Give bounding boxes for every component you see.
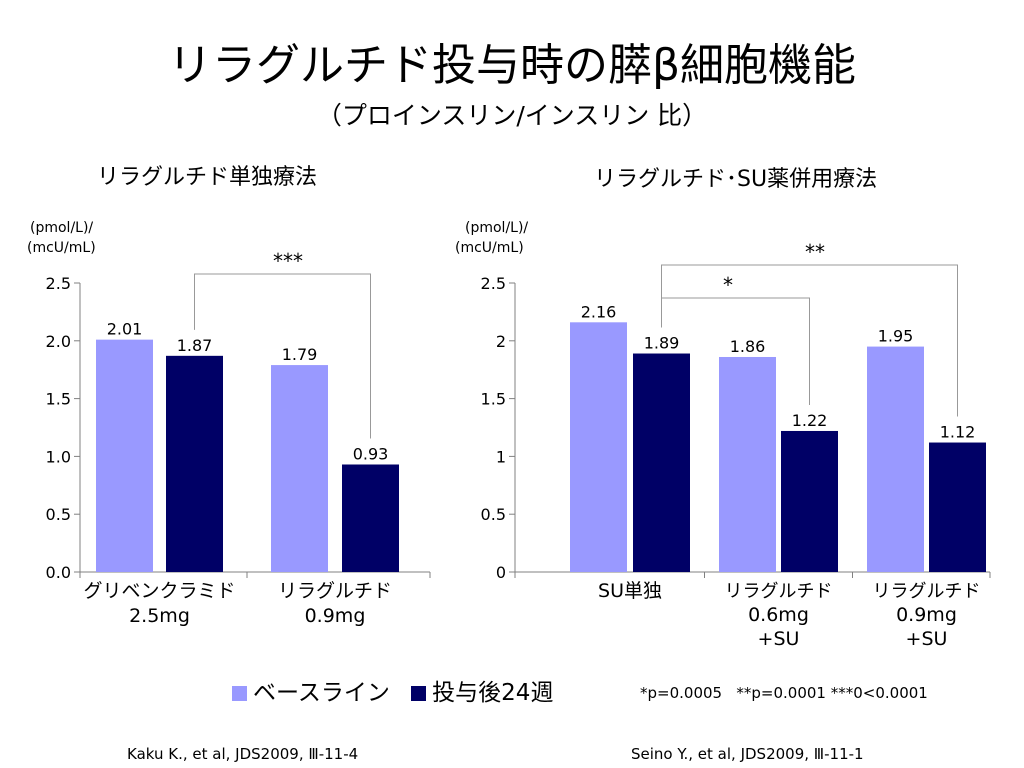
chart-2-bar (570, 322, 627, 572)
legend-swatch-baseline (232, 685, 247, 701)
chart-2-data-label: 1.86 (730, 337, 766, 356)
chart-2-y-tick-label: 1.5 (481, 390, 506, 409)
reference-2: Seino Y., et al, JDS2009, Ⅲ-11-1 (631, 745, 864, 763)
chart-2-significance-label: * (723, 273, 733, 297)
chart-2-ylabel-line1: (pmol/L)/ (465, 220, 528, 236)
chart-2-data-label: 2.16 (581, 302, 617, 321)
chart-2-data-label: 1.95 (878, 327, 914, 346)
chart-1-significance-label: *** (273, 249, 303, 273)
p-value-note: *p=0.0005 **p=0.0001 ***0<0.0001 (640, 684, 928, 702)
chart-2-data-label: 1.22 (792, 411, 828, 430)
chart-2-category-label: リラグルチド (725, 581, 833, 602)
chart-2-data-label: 1.89 (644, 334, 680, 353)
chart-1-bar (342, 464, 399, 572)
chart-1-bar (96, 339, 153, 572)
chart-2-bar (633, 353, 690, 572)
chart-1-bar (166, 355, 223, 572)
legend-item-baseline: ベースライン (232, 678, 390, 708)
page-title: リラグルチド投与時の膵β細胞機能 (167, 40, 857, 91)
chart-2-y-tick-label: 0.5 (481, 505, 506, 524)
page-subtitle: （プロインスリン/インスリン 比） (316, 101, 708, 130)
chart-1-data-label: 1.79 (282, 345, 318, 364)
chart-1-y-tick-label: 0.5 (46, 505, 71, 524)
chart-2-bar (781, 430, 838, 572)
legend-label-baseline: ベースライン (253, 680, 390, 706)
chart-1-significance-bracket (194, 273, 371, 439)
chart-1-y-tick-label: 0.0 (46, 563, 71, 582)
chart-2-y-tick-label: 2.5 (481, 274, 506, 293)
chart-1-ylabel-line2: (mcU/mL) (27, 240, 96, 256)
chart-2-category-label: +SU (906, 628, 948, 650)
chart-2-category-label: +SU (758, 628, 800, 650)
chart-1-y-tick-label: 1.0 (46, 447, 71, 466)
chart-1-bar (271, 365, 328, 572)
chart-2-bar (929, 442, 986, 572)
legend-item-week24: 投与後24週 (411, 678, 553, 708)
chart-2-category-label: リラグルチド (873, 581, 981, 602)
chart-1-y-tick-label: 1.5 (46, 390, 71, 409)
chart-2-category-label: SU単独 (598, 580, 662, 602)
reference-1: Kaku K., et al, JDS2009, Ⅲ-11-4 (127, 745, 359, 763)
chart-1-category-label: グリベンクラミド (83, 580, 235, 602)
chart-1-data-label: 1.87 (177, 336, 213, 355)
chart-2-significance-bracket (661, 264, 958, 417)
chart-2-title: リラグルチド･SU薬併用療法 (594, 167, 878, 192)
chart-1-category-label: 0.9mg (305, 605, 366, 627)
chart-2-category-label: 0.6mg (748, 604, 809, 626)
legend-swatch-week24 (411, 685, 427, 701)
chart-1-category-label: 2.5mg (129, 605, 190, 627)
chart-1-y-tick-label: 2.0 (46, 332, 71, 351)
chart-2-bar (719, 356, 776, 572)
legend: ベースライン 投与後24週 (232, 678, 567, 709)
chart-1-category-label: リラグルチド (278, 580, 392, 602)
chart-2-y-tick-label: 1 (496, 447, 506, 466)
chart-2-category-label: 0.9mg (896, 604, 957, 626)
chart-2-data-label: 1.12 (940, 423, 976, 442)
chart-2-ylabel-line2: (mcU/mL) (455, 240, 524, 256)
chart-1-title: リラグルチド単独療法 (97, 165, 318, 190)
chart-2-y-tick-label: 2 (496, 332, 506, 351)
chart-1-ylabel-line1: (pmol/L)/ (30, 220, 93, 236)
chart-1-data-label: 2.01 (107, 320, 143, 339)
chart-1-y-tick-label: 2.5 (46, 274, 71, 293)
chart-2-bar (867, 346, 924, 572)
legend-label-week24: 投与後24週 (432, 680, 554, 706)
chart-2-y-tick-label: 0 (496, 563, 506, 582)
chart-2-significance-label: ** (805, 240, 825, 264)
chart-1-data-label: 0.93 (353, 444, 389, 463)
